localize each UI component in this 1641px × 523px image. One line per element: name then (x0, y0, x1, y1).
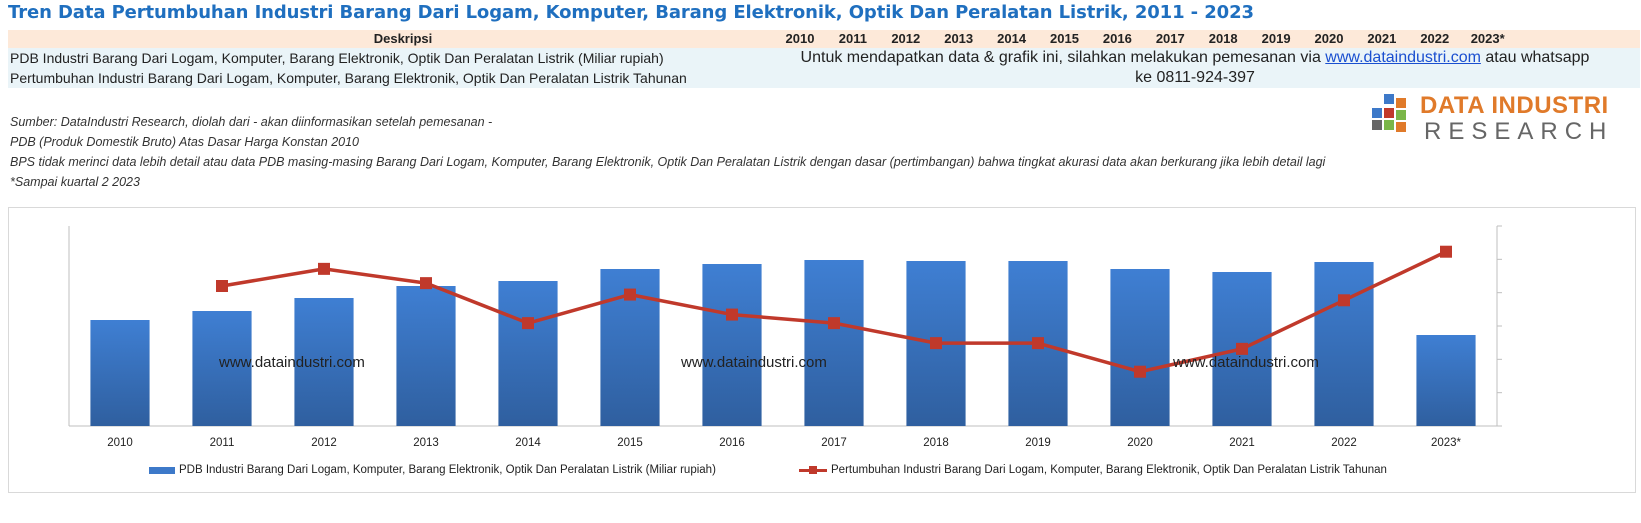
x-tick-label: 2023* (1431, 437, 1462, 449)
x-tick-label: 2012 (311, 437, 337, 449)
table-header-year: 2018 (1208, 31, 1238, 46)
table-row-label: Pertumbuhan Industri Barang Dari Logam, … (10, 70, 687, 86)
x-tick-label: 2010 (107, 437, 133, 449)
table-header-year: 2021 (1367, 31, 1397, 46)
line-point (420, 277, 432, 290)
chart-legend: PDB Industri Barang Dari Logam, Komputer… (149, 464, 1549, 484)
bar (1416, 335, 1476, 426)
table-row: PDB Industri Barang Dari Logam, Komputer… (8, 48, 1640, 68)
table-header-year: 2019 (1261, 31, 1291, 46)
line-point (522, 317, 534, 330)
line-point (828, 317, 840, 330)
watermark: www.dataindustri.com (1173, 354, 1319, 371)
logo-mosaic-icon (1372, 94, 1406, 132)
line-point (1338, 294, 1350, 307)
bar (90, 320, 150, 426)
table-header-year: 2013 (944, 31, 974, 46)
x-tick-label: 2017 (821, 437, 847, 449)
bar (396, 286, 456, 426)
legend-line-swatch (799, 465, 827, 474)
table-header-year: 2012 (891, 31, 921, 46)
bar (1110, 269, 1170, 426)
table-header-year: 2014 (997, 31, 1027, 46)
logo-text-bottom: RESEARCH (1424, 118, 1614, 145)
line-point (1440, 245, 1452, 258)
note-line: PDB (Produk Domestik Bruto) Atas Dasar H… (10, 135, 359, 149)
order-notice: Untuk mendapatkan data & grafik ini, sil… (800, 48, 1590, 88)
bar (804, 260, 864, 426)
x-tick-label: 2013 (413, 437, 439, 449)
table-header-year: 2020 (1314, 31, 1344, 46)
legend-label: PDB Industri Barang Dari Logam, Komputer… (179, 464, 716, 476)
x-tick-label: 2019 (1025, 437, 1051, 449)
line-point (726, 308, 738, 321)
logo-text-top: DATA INDUSTRI (1420, 92, 1609, 119)
chart-container: 2010 2011 2012 2013 2014 2015 2016 2017 2018 2019… (8, 207, 1636, 493)
x-tick-label: 2011 (210, 437, 235, 449)
notice-prefix: Untuk mendapatkan data & grafik ini, sil… (800, 49, 1326, 66)
combo-chart: 2010 2011 2012 2013 2014 2015 2016 2017 2018 2019… (68, 225, 1502, 449)
x-tick-label: 2018 (923, 437, 949, 449)
note-line: *Sampai kuartal 2 2023 (10, 175, 140, 189)
table-header-year: 2023* (1470, 31, 1505, 46)
line-point (1134, 365, 1146, 378)
table-row: Pertumbuhan Industri Barang Dari Logam, … (8, 68, 1640, 88)
table-header: Deskripsi 2010 2011 2012 2013 2014 2015 2016 20… (8, 30, 1640, 48)
line-point (1032, 337, 1044, 350)
table-header-year: 2016 (1102, 31, 1132, 46)
data-table: Deskripsi 2010 2011 2012 2013 2014 2015 2016 20… (8, 30, 1640, 88)
source-notes: Sumber: DataIndustri Research, diolah da… (10, 112, 1325, 192)
legend-item-line: Pertumbuhan Industri Barang Dari Logam, … (799, 464, 1387, 476)
line-point (624, 288, 636, 301)
line-point (930, 337, 942, 350)
x-tick-label: 2015 (617, 437, 643, 449)
legend-label: Pertumbuhan Industri Barang Dari Logam, … (831, 464, 1387, 476)
brand-logo: DATA INDUSTRI RESEARCH (1368, 92, 1618, 146)
table-header-year: 2017 (1155, 31, 1185, 46)
x-tick-label: 2016 (719, 437, 745, 449)
table-header-year: 2010 (785, 31, 815, 46)
notice-suffix: atau whatsapp ke 0811-924-397 (1135, 49, 1590, 86)
line-point (1236, 342, 1248, 355)
bar (192, 311, 252, 426)
table-row-label: PDB Industri Barang Dari Logam, Komputer… (10, 50, 664, 66)
x-tick-label: 2022 (1331, 437, 1357, 449)
line-point (318, 262, 330, 275)
website-link[interactable]: www.dataindustri.com (1325, 49, 1481, 66)
table-header-desc: Deskripsi (373, 31, 433, 46)
bar (294, 298, 354, 426)
watermark: www.dataindustri.com (681, 354, 827, 371)
note-line: Sumber: DataIndustri Research, diolah da… (10, 115, 493, 129)
table-header-year: 2015 (1050, 31, 1079, 46)
bar (1314, 262, 1374, 426)
line-point (216, 280, 228, 292)
x-tick-label: 2021 (1229, 437, 1255, 449)
table-header-year: 2011 (838, 31, 867, 46)
x-tick-label: 2020 (1127, 437, 1153, 449)
bar (702, 264, 762, 426)
legend-bar-swatch (149, 466, 175, 474)
bar (498, 281, 558, 426)
table-header-year: 2022 (1420, 31, 1450, 46)
legend-item-bar: PDB Industri Barang Dari Logam, Komputer… (149, 464, 716, 476)
page-title: Tren Data Pertumbuhan Industri Barang Da… (8, 2, 1254, 23)
watermark: www.dataindustri.com (219, 354, 365, 371)
note-line: BPS tidak merinci data lebih detail atau… (10, 155, 1326, 169)
x-tick-label: 2014 (515, 437, 541, 449)
